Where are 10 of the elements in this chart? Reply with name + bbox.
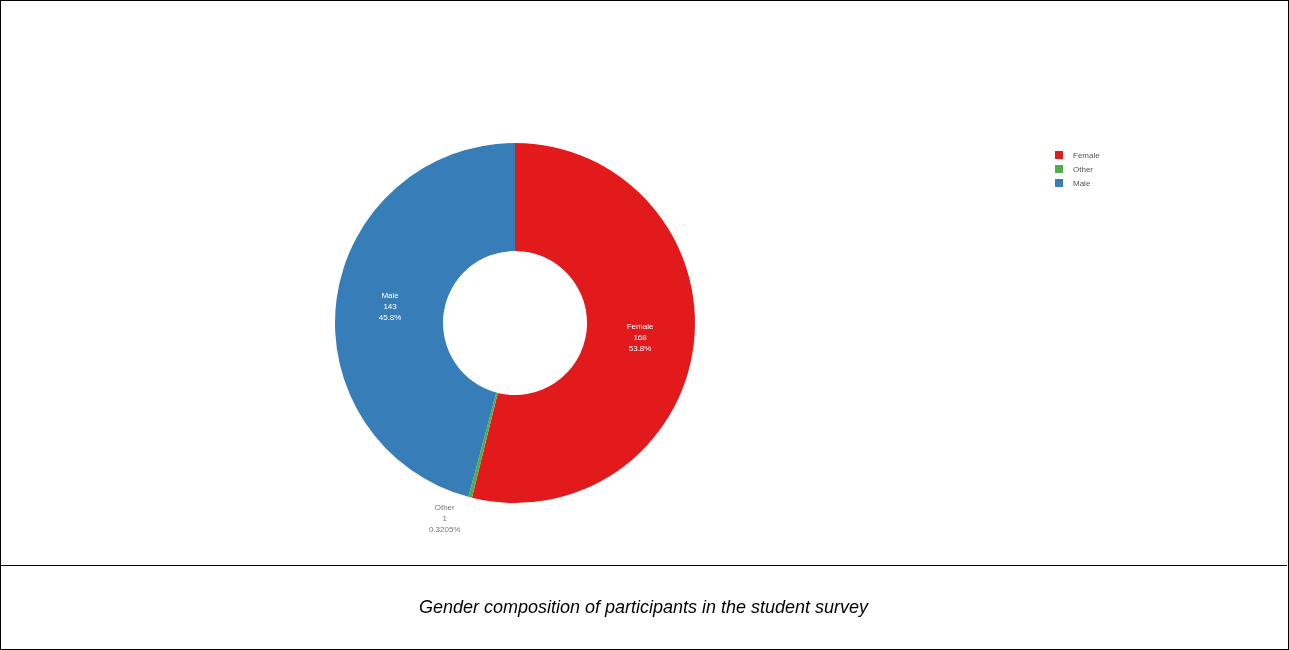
- slice-label: Other: [434, 502, 456, 512]
- data-label: 168 53.8%: [628, 333, 652, 354]
- legend-label: Male: [1073, 178, 1091, 188]
- data-label: 143 45.8%: [378, 301, 402, 322]
- legend-label: Female: [1073, 150, 1100, 160]
- data-label: 1 0.3205%: [428, 513, 461, 534]
- slice-label: Female: [626, 322, 654, 332]
- legend-label: Other: [1073, 164, 1094, 174]
- slice-label: Male: [381, 290, 400, 300]
- text: Gender composition of participants in the student survey: [0, 565, 1287, 649]
